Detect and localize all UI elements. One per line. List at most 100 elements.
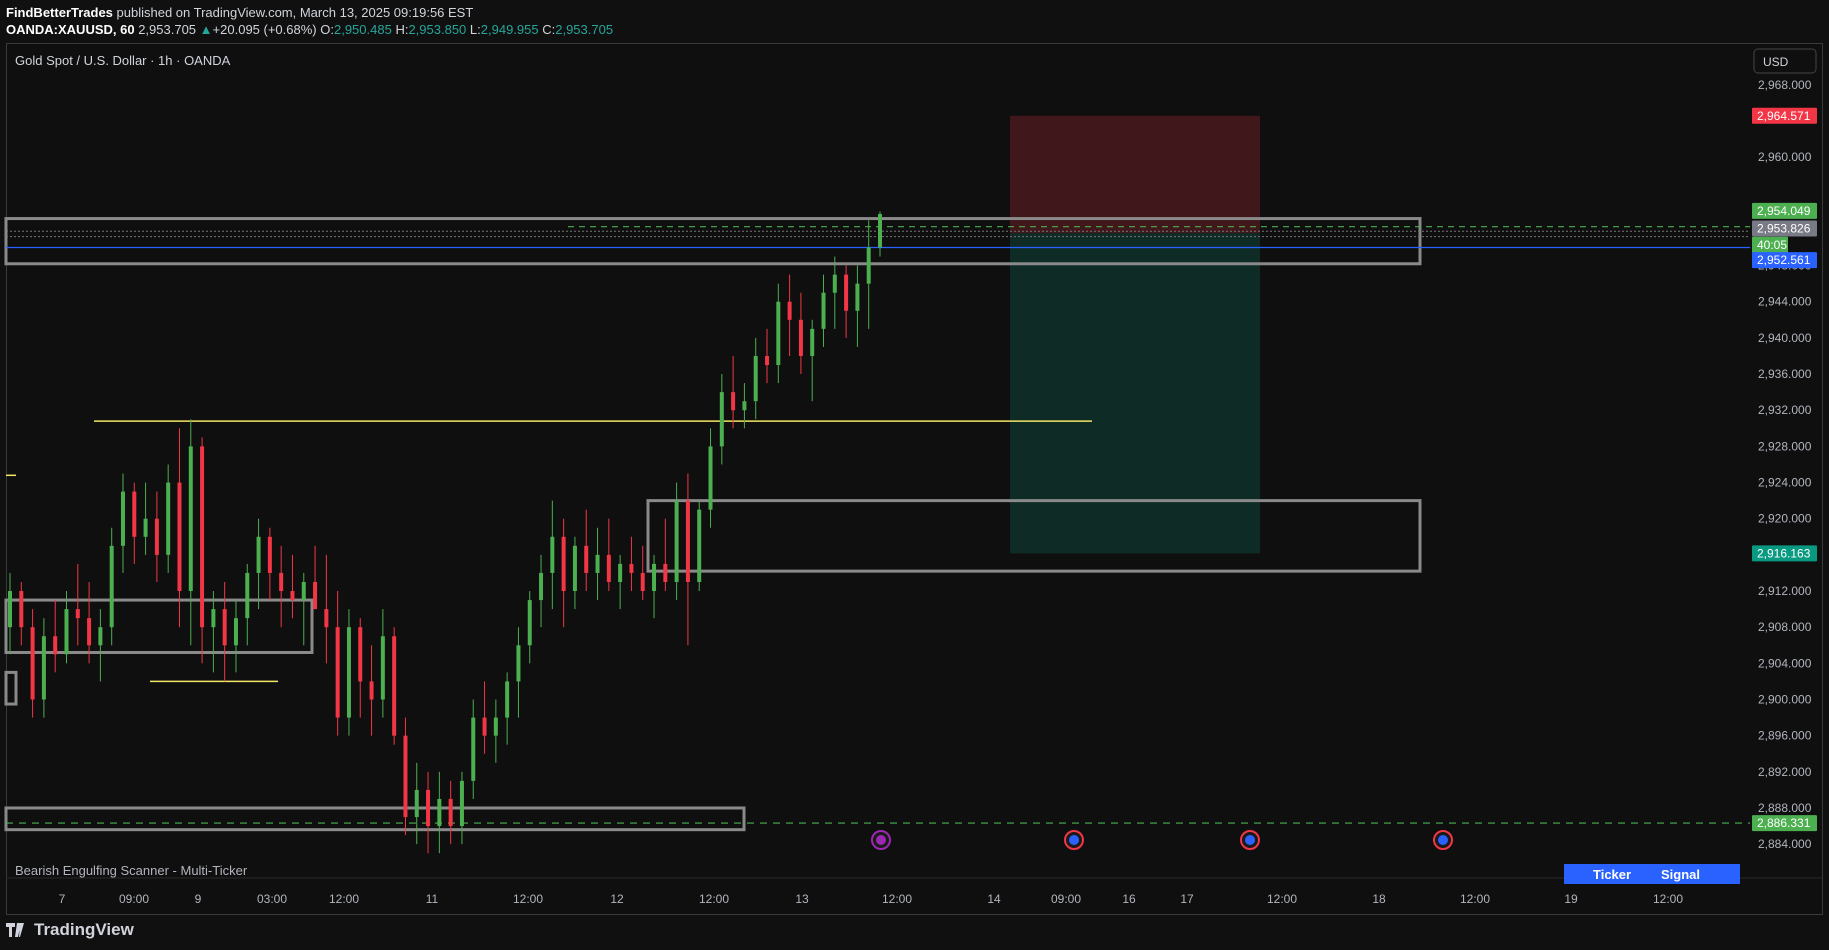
indicator-name[interactable]: Bearish Engulfing Scanner - Multi-Ticker (15, 863, 248, 878)
candle[interactable] (233, 600, 238, 673)
candle[interactable] (640, 545, 645, 601)
candle[interactable] (629, 536, 634, 592)
candle[interactable] (279, 545, 284, 628)
candle[interactable] (120, 473, 125, 573)
candle[interactable] (414, 762, 419, 845)
candle[interactable] (154, 491, 159, 582)
candle[interactable] (448, 780, 453, 845)
candle[interactable] (697, 500, 702, 592)
candle[interactable] (539, 554, 544, 628)
candle[interactable] (290, 554, 295, 619)
candle[interactable] (516, 627, 521, 718)
us-flag-event-icon[interactable] (1064, 830, 1084, 850)
candle[interactable] (810, 319, 815, 402)
candle[interactable] (753, 337, 758, 420)
candle[interactable] (561, 518, 566, 628)
candle[interactable] (256, 518, 261, 610)
candle[interactable] (8, 572, 12, 655)
candle[interactable] (369, 645, 374, 736)
candle[interactable] (719, 374, 724, 465)
candle[interactable] (618, 554, 623, 610)
chart-frame[interactable] (6, 43, 1823, 915)
candle[interactable] (41, 618, 46, 718)
demand-zone-box-bottom[interactable] (4, 806, 746, 832)
candle[interactable] (787, 274, 792, 356)
candle[interactable] (30, 609, 35, 718)
candle[interactable] (132, 482, 137, 564)
candle[interactable] (765, 328, 770, 384)
candle[interactable] (606, 518, 611, 592)
candle[interactable] (652, 554, 657, 619)
x-axis-tick-label: 9 (195, 892, 202, 906)
candle[interactable] (505, 672, 510, 745)
candle[interactable] (595, 527, 600, 601)
author-name[interactable]: FindBetterTrades (6, 5, 113, 20)
candle[interactable] (844, 265, 849, 338)
candle[interactable] (471, 699, 476, 799)
candle[interactable] (313, 545, 318, 610)
candle[interactable] (821, 274, 826, 347)
candle[interactable] (493, 699, 498, 763)
candle[interactable] (335, 591, 340, 736)
candle[interactable] (200, 437, 205, 664)
candle[interactable] (776, 283, 781, 384)
candle[interactable] (211, 591, 216, 673)
candle[interactable] (708, 428, 713, 528)
candle[interactable] (426, 771, 431, 854)
candle-body (132, 491, 137, 537)
candle[interactable] (109, 527, 114, 646)
candle[interactable] (742, 383, 747, 429)
candle[interactable] (177, 428, 182, 628)
candle[interactable] (832, 256, 837, 329)
stop-loss-zone[interactable] (1010, 115, 1260, 234)
candle-body (629, 563, 634, 573)
candle[interactable] (663, 518, 668, 592)
candle[interactable] (731, 355, 736, 429)
candle[interactable] (143, 482, 148, 555)
candle[interactable] (685, 473, 690, 646)
candle[interactable] (87, 581, 92, 664)
demand-zone-box-left[interactable] (4, 598, 314, 654)
candle-body (753, 355, 758, 402)
candle[interactable] (98, 609, 103, 682)
tradingview-logo[interactable]: TradingView (6, 920, 134, 940)
candle[interactable] (392, 627, 397, 745)
candle[interactable] (584, 509, 589, 592)
candle[interactable] (437, 771, 442, 854)
zone-box-edge[interactable] (4, 670, 18, 706)
demand-zone-box[interactable] (646, 499, 1422, 573)
candle[interactable] (527, 591, 532, 664)
take-profit-zone[interactable] (1010, 233, 1260, 554)
candle[interactable] (245, 563, 250, 646)
candle[interactable] (403, 717, 408, 836)
candle[interactable] (855, 265, 860, 347)
x-axis-tick-label: 19 (1564, 892, 1578, 906)
candle[interactable] (346, 609, 351, 736)
candle[interactable] (301, 572, 306, 646)
candle[interactable] (550, 500, 555, 610)
candle[interactable] (572, 536, 577, 610)
candle[interactable] (64, 591, 69, 664)
candle[interactable] (19, 581, 24, 646)
candle[interactable] (866, 220, 871, 329)
us-flag-event-icon[interactable] (1240, 830, 1260, 850)
candle[interactable] (75, 563, 80, 646)
candle[interactable] (380, 609, 385, 718)
economic-event-icon[interactable] (871, 830, 891, 850)
candle[interactable] (674, 482, 679, 601)
candle[interactable] (222, 581, 227, 682)
candle[interactable] (324, 554, 329, 664)
candle[interactable] (482, 681, 487, 754)
candle[interactable] (358, 618, 363, 718)
candle[interactable] (267, 527, 272, 601)
candle[interactable] (53, 600, 58, 673)
candle[interactable] (188, 419, 193, 646)
candle[interactable] (166, 464, 171, 573)
currency-button[interactable] (1753, 48, 1817, 74)
candle[interactable] (878, 211, 882, 257)
supply-zone-box[interactable] (4, 217, 1422, 266)
us-flag-event-icon[interactable] (1433, 830, 1453, 850)
candle[interactable] (459, 771, 464, 845)
candle[interactable] (798, 292, 803, 375)
